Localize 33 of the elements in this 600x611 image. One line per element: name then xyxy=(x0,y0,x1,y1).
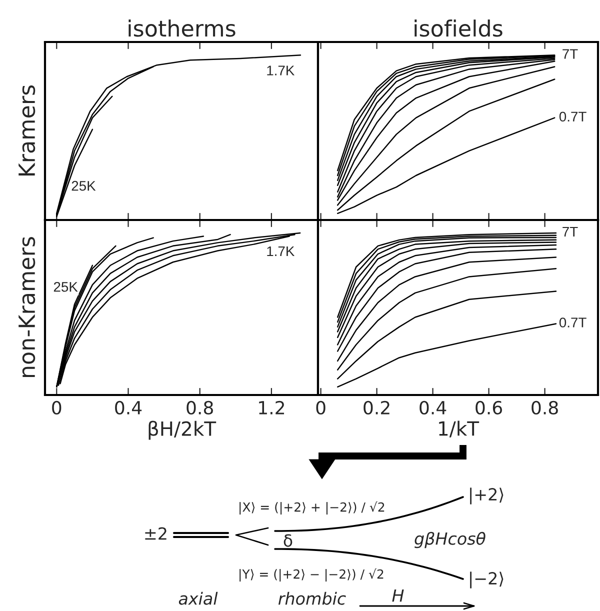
chart-title: isotherms xyxy=(128,20,236,37)
x-tick-label: 0.4 xyxy=(115,400,142,415)
chart-title: isofields xyxy=(414,20,502,37)
text: |X⟩ = (|+2⟩ + |−2⟩) / √2 xyxy=(240,501,384,515)
annotation: 0.7T xyxy=(559,112,586,122)
x-tick-label: 0.8 xyxy=(186,400,213,415)
x-tick-label: 0 xyxy=(316,400,326,415)
text: |+2⟩ xyxy=(470,488,504,504)
text: H xyxy=(392,589,404,602)
y-axis-title: non-Kramers xyxy=(18,237,36,378)
x-tick-label: 1.2 xyxy=(259,400,284,414)
annotation: 25K xyxy=(72,180,96,191)
annotation: 1.7K xyxy=(267,246,295,256)
text: |−2⟩ xyxy=(470,572,504,588)
x-tick-label: 0 xyxy=(52,400,62,415)
y-axis-title: Kramers xyxy=(18,85,36,176)
annotation: 7T xyxy=(562,49,578,59)
x-tick-label: 0.2 xyxy=(364,400,390,415)
text: δ xyxy=(284,534,292,547)
x-tick-label: 0.8 xyxy=(532,400,558,415)
text: gβHcosθ xyxy=(414,532,486,548)
text: axial xyxy=(178,592,218,605)
annotation: 25K xyxy=(54,282,78,292)
x-axis-title: βH/2kT xyxy=(148,420,216,440)
annotation: 0.7T xyxy=(559,318,586,328)
text: rhombic xyxy=(278,592,346,605)
x-tick-label: 0.4 xyxy=(420,400,446,415)
annotation: 1.7K xyxy=(267,66,295,76)
x-tick-label: 0.6 xyxy=(476,400,502,415)
annotation: 7T xyxy=(562,227,578,237)
x-axis-title: 1/kT xyxy=(439,420,480,438)
text: |Y⟩ = (|+2⟩ − |−2⟩) / √2 xyxy=(240,568,384,582)
text: ±2 xyxy=(145,527,166,540)
